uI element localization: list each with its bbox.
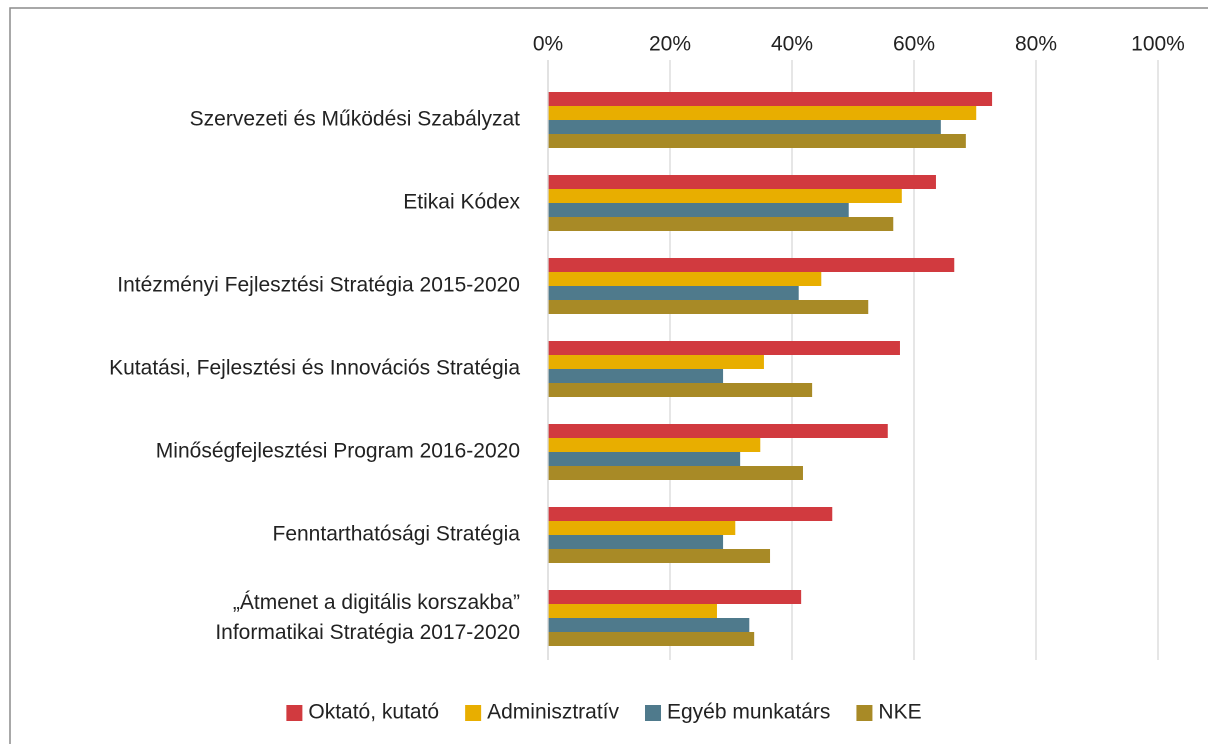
bar — [548, 604, 717, 618]
y-tick-label: Minőségfejlesztési Program 2016-2020 — [156, 440, 520, 463]
bar — [548, 355, 764, 369]
y-tick-label: „Átmenet a digitális korszakba” Informati… — [215, 591, 520, 644]
bar — [548, 106, 977, 120]
y-tick-label: Intézményi Fejlesztési Stratégia 2015-20… — [117, 274, 520, 297]
bar — [548, 369, 724, 383]
bar — [548, 175, 936, 189]
y-tick-label: Szervezeti és Működési Szabályzat — [190, 108, 520, 131]
bar — [548, 300, 869, 314]
bar — [548, 134, 966, 148]
legend-swatch — [856, 705, 873, 721]
bar — [548, 424, 888, 438]
legend-label: Egyéb munkatárs — [667, 701, 830, 724]
bar — [548, 632, 755, 646]
bar — [548, 438, 761, 452]
x-tick-label: 20% — [649, 33, 691, 56]
bar — [548, 618, 750, 632]
bar — [548, 217, 894, 231]
x-tick-label: 80% — [1015, 33, 1057, 56]
bar — [548, 535, 724, 549]
legend-label: Oktató, kutató — [308, 701, 439, 724]
legend-swatch — [286, 705, 303, 721]
bar — [548, 258, 955, 272]
bar — [548, 521, 736, 535]
bar — [548, 341, 900, 355]
bar — [548, 507, 833, 521]
legend-label: NKE — [878, 701, 921, 724]
bar — [548, 590, 802, 604]
x-tick-label: 40% — [771, 33, 813, 56]
x-tick-label: 60% — [893, 33, 935, 56]
x-tick-label: 0% — [533, 33, 563, 56]
legend-label: Adminisztratív — [487, 701, 619, 724]
x-tick-label: 100% — [1131, 33, 1185, 56]
bar — [548, 452, 741, 466]
bar — [548, 92, 993, 106]
bar — [548, 120, 941, 134]
bar — [548, 286, 799, 300]
y-tick-label: Etikai Kódex — [403, 191, 520, 214]
bar — [548, 189, 902, 203]
bar — [548, 466, 803, 480]
legend-swatch — [465, 705, 482, 721]
bar — [548, 549, 771, 563]
bar — [548, 272, 822, 286]
y-tick-label: Fenntarthatósági Stratégia — [273, 523, 521, 546]
bar — [548, 383, 813, 397]
y-tick-label: Kutatási, Fejlesztési és Innovációs Stra… — [109, 357, 520, 380]
bar — [548, 203, 849, 217]
legend-swatch — [645, 705, 662, 721]
